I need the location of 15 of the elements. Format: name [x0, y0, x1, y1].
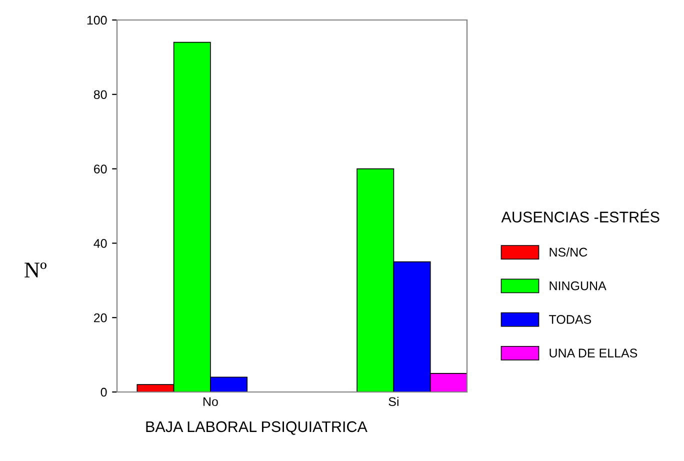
y-tick-label: 20 — [94, 313, 107, 322]
x-tick-label: No — [203, 397, 218, 406]
legend-title: AUSENCIAS -ESTRÉS — [501, 209, 660, 222]
x-tick-label: Si — [388, 396, 398, 406]
legend-label: TODAS — [549, 315, 592, 324]
legend-label: NS/NC — [550, 247, 588, 257]
y-tick-label: 80 — [94, 90, 107, 100]
y-tick-label: 60 — [94, 164, 107, 174]
y-tick-label: 0 — [100, 388, 107, 397]
y-tick-label: 100 — [87, 16, 107, 25]
y-axis-title: Nº — [24, 262, 46, 278]
x-axis-title: BAJA LABORAL PSIQUIATRICA — [146, 421, 368, 435]
legend-label: UNA DE ELLAS — [550, 348, 638, 358]
legend-label: NINGUNA — [550, 281, 606, 290]
y-tick-label: 40 — [94, 239, 107, 248]
